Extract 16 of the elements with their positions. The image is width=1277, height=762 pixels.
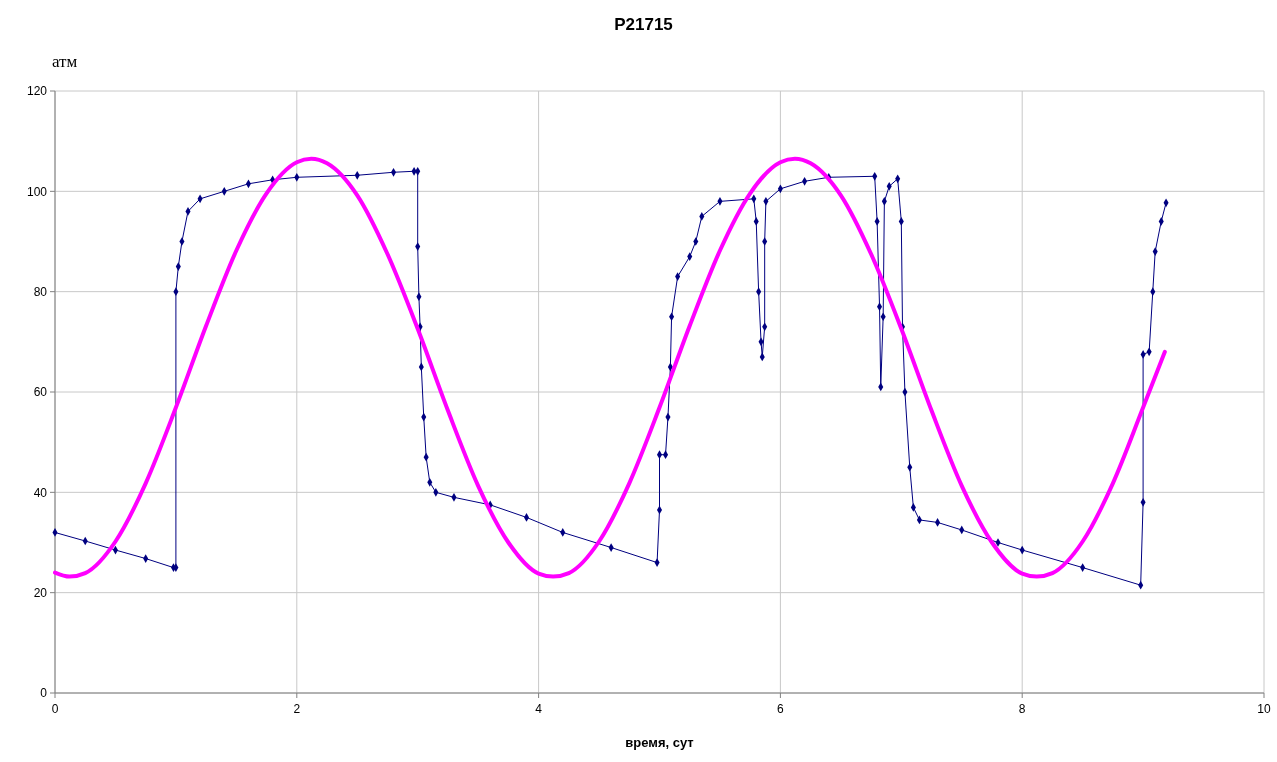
y-tick-label: 60 [33,385,48,400]
x-tick-label: 6 [777,702,785,716]
y-tick-label: 100 [26,184,48,199]
y-tick-label: 0 [40,686,48,701]
x-tick-label: 10 [1257,702,1271,716]
x-tick-label: 4 [535,702,543,716]
x-tick-label: 8 [1018,702,1026,716]
x-tick-label: 2 [293,702,301,716]
x-axis-title: время, сут [625,735,694,750]
y-tick-label: 40 [33,485,48,500]
x-tick-label: 0 [51,702,59,716]
y-tick-label: 20 [33,585,48,600]
chart-title: P21715 [614,15,673,34]
y-tick-label: 120 [26,84,48,99]
y-tick-label: 80 [33,284,48,299]
y-axis-title: атм [52,52,78,71]
